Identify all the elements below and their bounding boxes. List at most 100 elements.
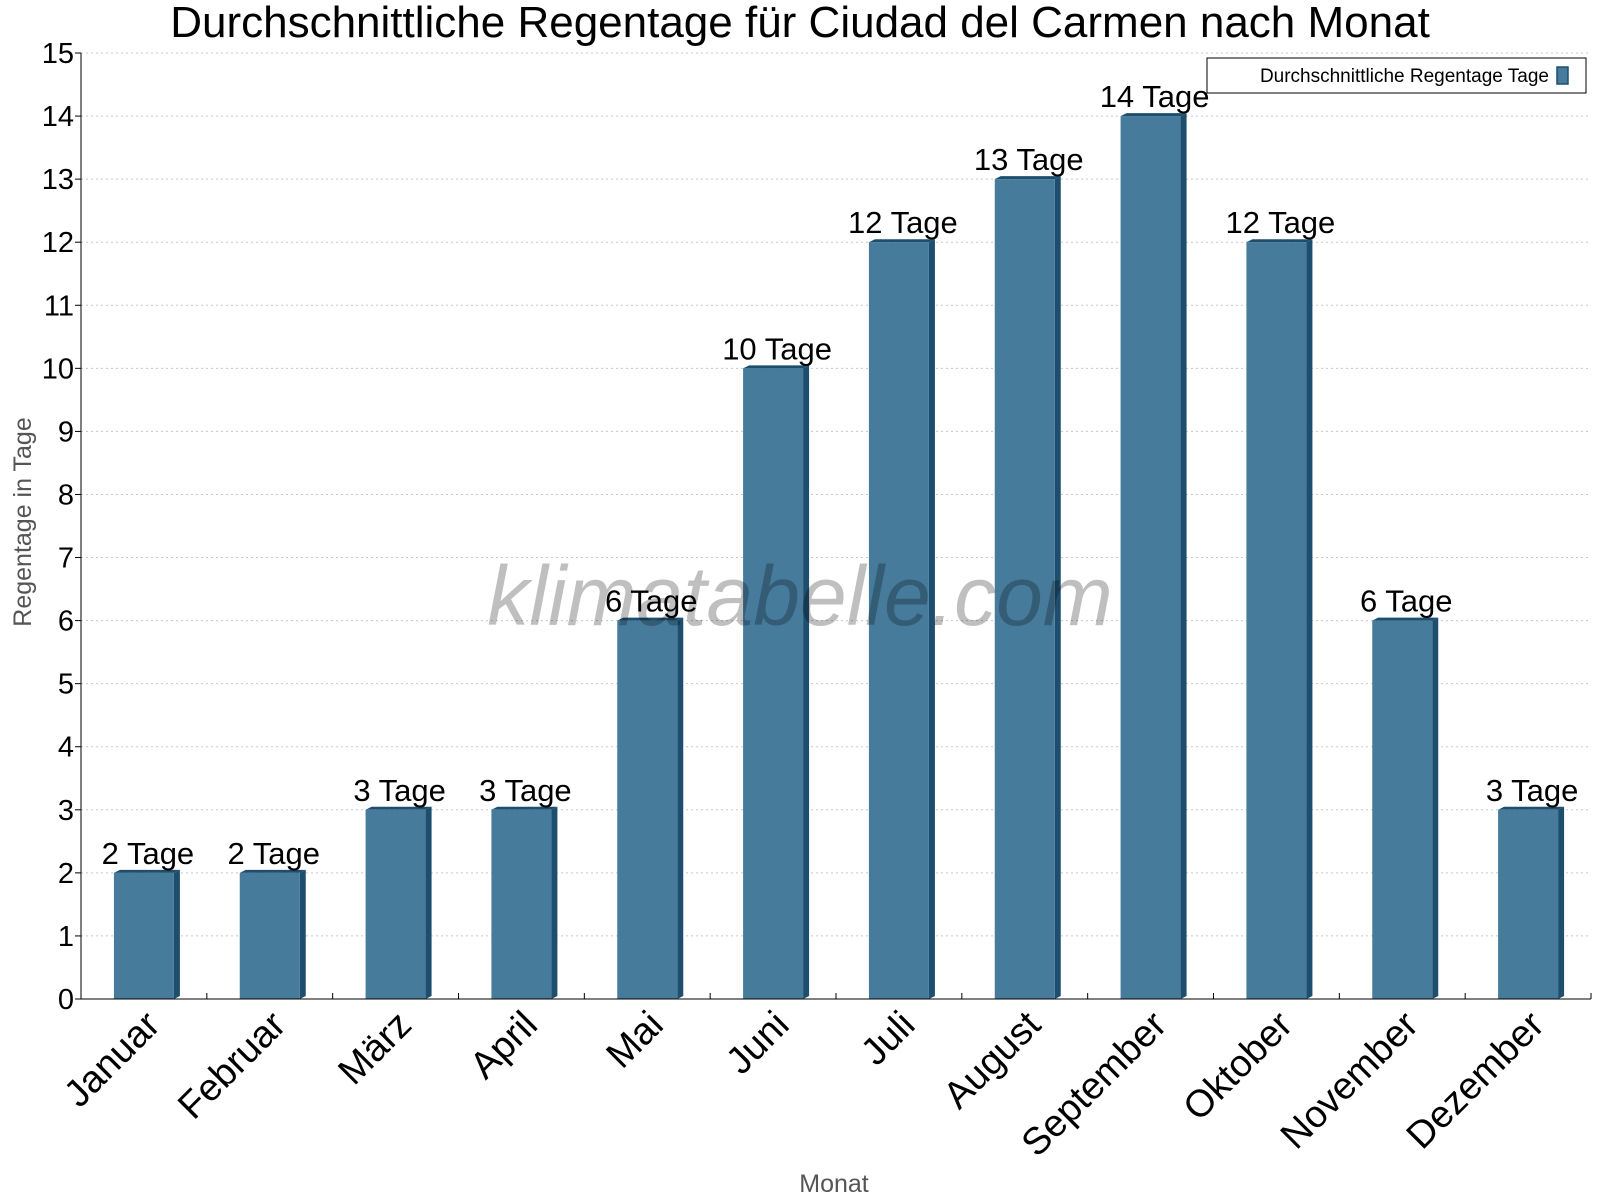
x-tick-label: November (1273, 1003, 1427, 1157)
bar-September (1120, 113, 1187, 1000)
bar-top (868, 239, 935, 243)
x-tick-label: April (462, 1004, 545, 1087)
x-tick-label: Oktober (1176, 1003, 1302, 1129)
data-label: 3 Tage (479, 773, 572, 808)
bars (113, 113, 1565, 1000)
y-tick-label: 6 (58, 606, 74, 638)
bar-Dezember (1498, 806, 1565, 999)
y-tick-label: 2 (58, 858, 74, 890)
y-tick-label: 14 (42, 101, 74, 133)
data-label: 2 Tage (227, 836, 320, 871)
bar-side (425, 806, 432, 999)
bar-Februar (239, 869, 306, 999)
x-tick-label: Mai (599, 1004, 672, 1077)
bar-front (868, 242, 929, 999)
bar-side (803, 365, 810, 999)
bar-top (994, 176, 1061, 180)
y-tick-label: 12 (42, 227, 74, 259)
bar-top (491, 806, 558, 810)
data-label: 3 Tage (353, 773, 446, 808)
y-tick-label: 1 (58, 921, 74, 953)
x-tick-label: Februar (170, 1003, 294, 1127)
bar-front (1372, 620, 1433, 999)
bar-front (994, 179, 1055, 1000)
bar-top (239, 869, 306, 873)
bar-front (491, 809, 552, 999)
bar-top (365, 806, 432, 810)
x-tick-label: August (936, 1003, 1050, 1117)
x-tick-label: Juli (853, 1004, 923, 1074)
bar-Oktober (1246, 239, 1313, 999)
bar-side (299, 869, 306, 999)
legend-swatch (1556, 66, 1569, 85)
data-label: 12 Tage (1226, 205, 1336, 240)
bar-front (1498, 809, 1559, 999)
data-label: 13 Tage (974, 142, 1084, 177)
bar-side (928, 239, 935, 999)
y-tick-label: 4 (58, 732, 74, 764)
grid-lines (75, 52, 1591, 1000)
bar-November (1372, 617, 1439, 999)
bar-top (1372, 617, 1439, 621)
x-tick-label: März (331, 1004, 420, 1093)
bar-Mai (617, 617, 684, 999)
bar-side (1054, 176, 1061, 1000)
x-tick-label: Dezember (1399, 1003, 1553, 1157)
bar-front (239, 872, 300, 999)
bar-side (1180, 113, 1187, 1000)
bar-front (617, 620, 678, 999)
bar-top (1498, 806, 1565, 810)
bar-top (1120, 113, 1187, 117)
data-label: 3 Tage (1486, 773, 1579, 808)
legend-entry-label: Durchschnittliche Regentage Tage (1260, 66, 1549, 87)
bar-front (1120, 116, 1181, 1000)
legend-box (1206, 57, 1587, 94)
bar-side (1558, 806, 1565, 999)
y-tick-label: 9 (58, 416, 74, 448)
bar-Juli (868, 239, 935, 999)
bar-top (743, 365, 810, 369)
x-axis-title: Monat (799, 1170, 869, 1198)
chart-title: Durchschnittliche Regentage für Ciudad d… (170, 0, 1430, 47)
x-tick-label: Januar (56, 1003, 168, 1115)
watermark: klimatabelle.com (487, 549, 1113, 643)
x-tick-label: Juni (718, 1004, 797, 1083)
bar-März (365, 806, 432, 999)
bar-side (1432, 617, 1439, 999)
y-tick-label: 8 (58, 479, 74, 511)
y-tick-label: 0 (58, 984, 74, 1016)
data-label: 2 Tage (102, 836, 195, 871)
data-labels: 2 Tage 2 Tage 3 Tage 3 Tage 6 Tage 10 Tage 12 … (102, 79, 1579, 871)
y-tick-label: 3 (58, 795, 74, 827)
bar-April (491, 806, 558, 999)
y-tick-label: 10 (42, 353, 74, 385)
bar-Januar (113, 869, 180, 999)
bar-side (173, 869, 180, 999)
data-label: 6 Tage (605, 584, 698, 619)
axes (80, 53, 1592, 1000)
bar-top (1246, 239, 1313, 243)
y-axis-title: Regentage in Tage (9, 417, 37, 626)
bar-front (1246, 242, 1307, 999)
y-tick-label: 7 (58, 543, 74, 575)
bar-Juni (743, 365, 810, 999)
bar-front (365, 809, 426, 999)
y-tick-label: 5 (58, 669, 74, 701)
y-tick-label: 15 (42, 38, 74, 70)
y-tick-label: 11 (44, 290, 74, 322)
legend: Durchschnittliche Regentage Tage (1206, 57, 1587, 94)
data-label: 14 Tage (1100, 79, 1210, 114)
y-tick-label: 13 (42, 164, 74, 196)
x-tick-labels: Januar Februar März April Mai Juni Juli AugustS… (56, 1003, 1552, 1164)
bar-side (551, 806, 558, 999)
data-label: 12 Tage (848, 205, 958, 240)
bar-August (994, 176, 1061, 1000)
bar-front (743, 368, 804, 999)
bar-front (113, 872, 174, 999)
data-label: 10 Tage (722, 331, 832, 366)
bar-top (617, 617, 684, 621)
data-label: 6 Tage (1360, 584, 1453, 619)
bar-side (1306, 239, 1313, 999)
